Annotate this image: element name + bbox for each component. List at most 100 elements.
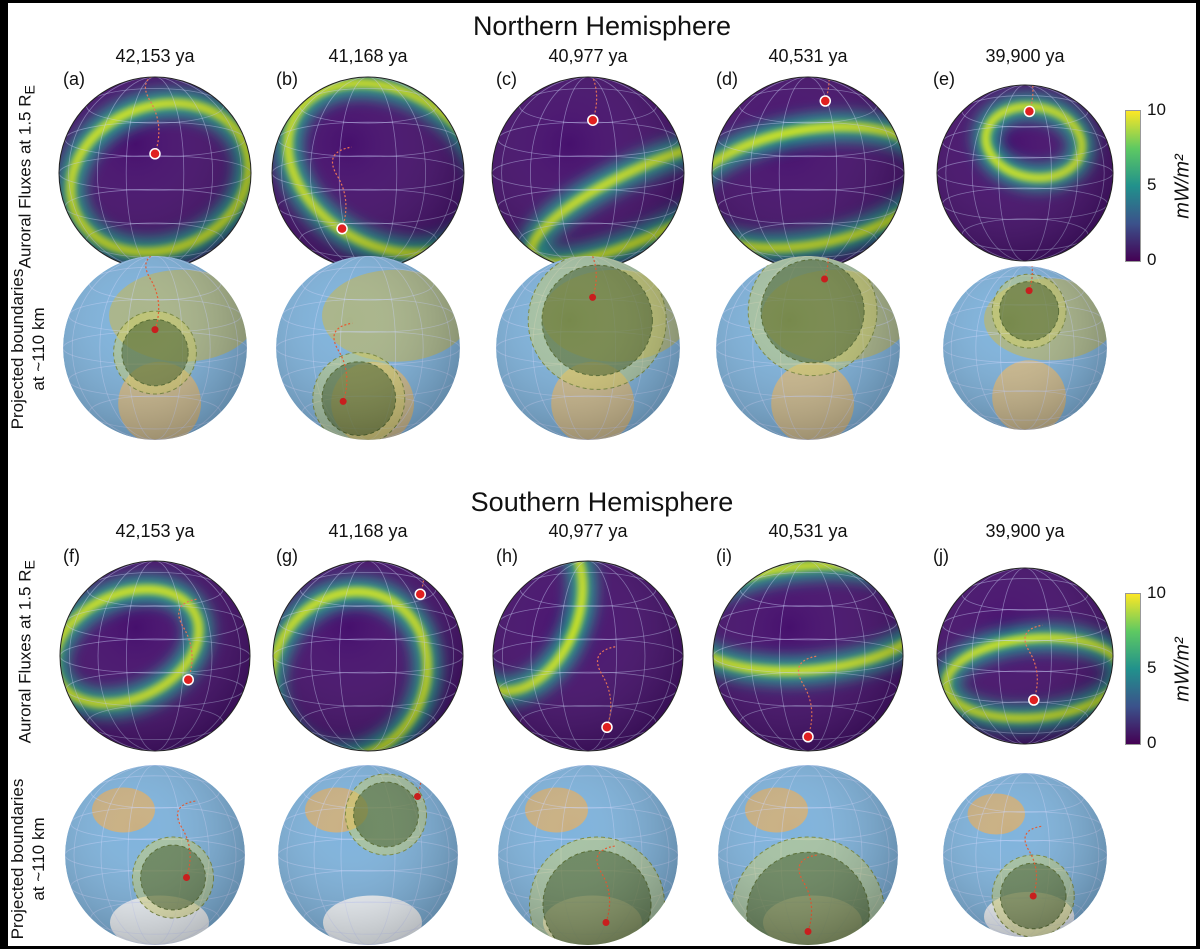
panel-label: (b) (276, 69, 298, 89)
row-label-line1: Projected boundaries (8, 778, 27, 940)
pole-position-marker (802, 731, 814, 743)
globe-shading (943, 266, 1107, 430)
colorbar-tick: 0 (1147, 250, 1157, 269)
pole-position-marker (414, 588, 426, 600)
pole-position-marker (1023, 105, 1036, 118)
earth-globe-content (943, 773, 1107, 937)
aurora-globe-north-3 (711, 76, 905, 270)
pole-position-marker (587, 114, 599, 126)
globe-panels (58, 76, 1114, 945)
colorbar-tick: 0 (1147, 733, 1157, 752)
row-label-line1: Projected boundaries (8, 268, 27, 430)
globe-shading (59, 77, 251, 269)
pole-position-marker (183, 874, 190, 881)
earth-globe-content (943, 266, 1107, 430)
globe-outline (272, 560, 464, 752)
boundary-globe-north-4 (943, 266, 1107, 430)
globe-shading (65, 765, 245, 945)
row-label-text: Auroral Fluxes at 1.5 R (15, 569, 35, 744)
globe-shading (716, 256, 900, 440)
globe-shading (60, 561, 250, 751)
pole-position-marker (601, 721, 613, 733)
row-label-subscript: E (22, 85, 39, 95)
aurora-globe-content (273, 561, 463, 751)
pole-position-marker (339, 397, 347, 405)
globe-shading (498, 765, 678, 945)
pole-position-marker (182, 674, 194, 686)
globe-shading (718, 765, 898, 945)
boundary-globe-north-0 (63, 256, 247, 440)
boundary-globe-south-4 (943, 773, 1107, 937)
pole-position-marker (1025, 287, 1033, 295)
panel-label: (i) (716, 546, 732, 566)
earth-globe-content (278, 765, 458, 945)
earth-globe-content (65, 765, 245, 945)
aurora-globe-content (712, 77, 904, 269)
pole-position-marker (819, 95, 832, 107)
earth-globe-content (276, 256, 460, 440)
globe-shading (496, 256, 680, 440)
aurora-globe-content (272, 77, 464, 269)
panel-title: 39,900 ya (985, 46, 1065, 66)
boundary-globe-north-2 (496, 256, 680, 440)
panel-title: 40,531 ya (768, 46, 848, 66)
panel-title: 42,153 ya (115, 521, 195, 541)
boundary-globe-south-1 (278, 765, 458, 945)
globe-shading (272, 77, 464, 269)
southern-hemisphere-heading: Southern Hemisphere (470, 487, 734, 517)
globe-outline (59, 560, 251, 752)
panel-label: (e) (933, 69, 955, 89)
aurora-globe-content (937, 568, 1113, 744)
globe-shading (278, 765, 458, 945)
pole-position-marker (151, 326, 159, 334)
globe-shading (273, 561, 463, 751)
globe-shading (493, 561, 683, 751)
boundary-globe-north-1 (276, 256, 460, 440)
globe-outline (936, 84, 1114, 262)
panel-title: 42,153 ya (115, 46, 195, 66)
aurora-globe-south-3 (712, 560, 904, 752)
pole-position-marker (602, 919, 610, 926)
row-label-auroral-fluxes-north: Auroral Fluxes at 1.5 RE (14, 77, 41, 277)
row-label-projected-south: Projected boundaries at ~110 km (8, 759, 49, 946)
globe-shading (63, 256, 247, 440)
aurora-globe-content (59, 77, 251, 269)
aurora-globe-content (493, 561, 683, 751)
globe-outline (492, 560, 684, 752)
row-label-subscript: E (22, 560, 39, 570)
figure: Northern Hemisphere Southern Hemisphere … (8, 3, 1196, 946)
globe-shading (937, 568, 1113, 744)
panel-title: 40,531 ya (768, 521, 848, 541)
panel-title: 40,977 ya (548, 521, 628, 541)
colorbar-tick: 10 (1147, 100, 1166, 119)
panel-label: (f) (63, 546, 80, 566)
colorbar-unit: mW/m² (1171, 637, 1194, 702)
globe-outline (712, 560, 904, 752)
row-label-auroral-fluxes-south: Auroral Fluxes at 1.5 RE (14, 552, 41, 752)
panel-title: 39,900 ya (985, 521, 1065, 541)
row-label-line2: at ~110 km (29, 817, 48, 901)
aurora-globe-north-0 (58, 76, 252, 270)
colorbar-tick: 5 (1147, 175, 1157, 194)
colorbar-tick: 5 (1147, 658, 1157, 677)
globe-shading (943, 773, 1107, 937)
row-label-line2: at ~110 km (29, 307, 48, 391)
panel-title: 41,168 ya (328, 521, 408, 541)
boundary-globe-south-2 (498, 765, 678, 945)
aurora-globe-content (713, 561, 903, 751)
northern-hemisphere-heading: Northern Hemisphere (472, 11, 732, 41)
row-label-text: Auroral Fluxes at 1.5 R (15, 94, 35, 269)
aurora-globe-south-4 (936, 567, 1114, 745)
globe-shading (276, 256, 460, 440)
aurora-globe-north-1 (271, 76, 465, 270)
pole-position-marker (414, 793, 421, 800)
aurora-globe-south-1 (272, 560, 464, 752)
earth-globe-content (63, 256, 247, 440)
panel-label: (g) (276, 546, 298, 566)
aurora-globe-south-0 (59, 560, 251, 752)
earth-globe-content (718, 765, 898, 945)
pole-position-marker (149, 148, 161, 160)
earth-globe-content (498, 765, 678, 945)
panel-title: 41,168 ya (328, 46, 408, 66)
pole-position-marker (589, 293, 597, 301)
